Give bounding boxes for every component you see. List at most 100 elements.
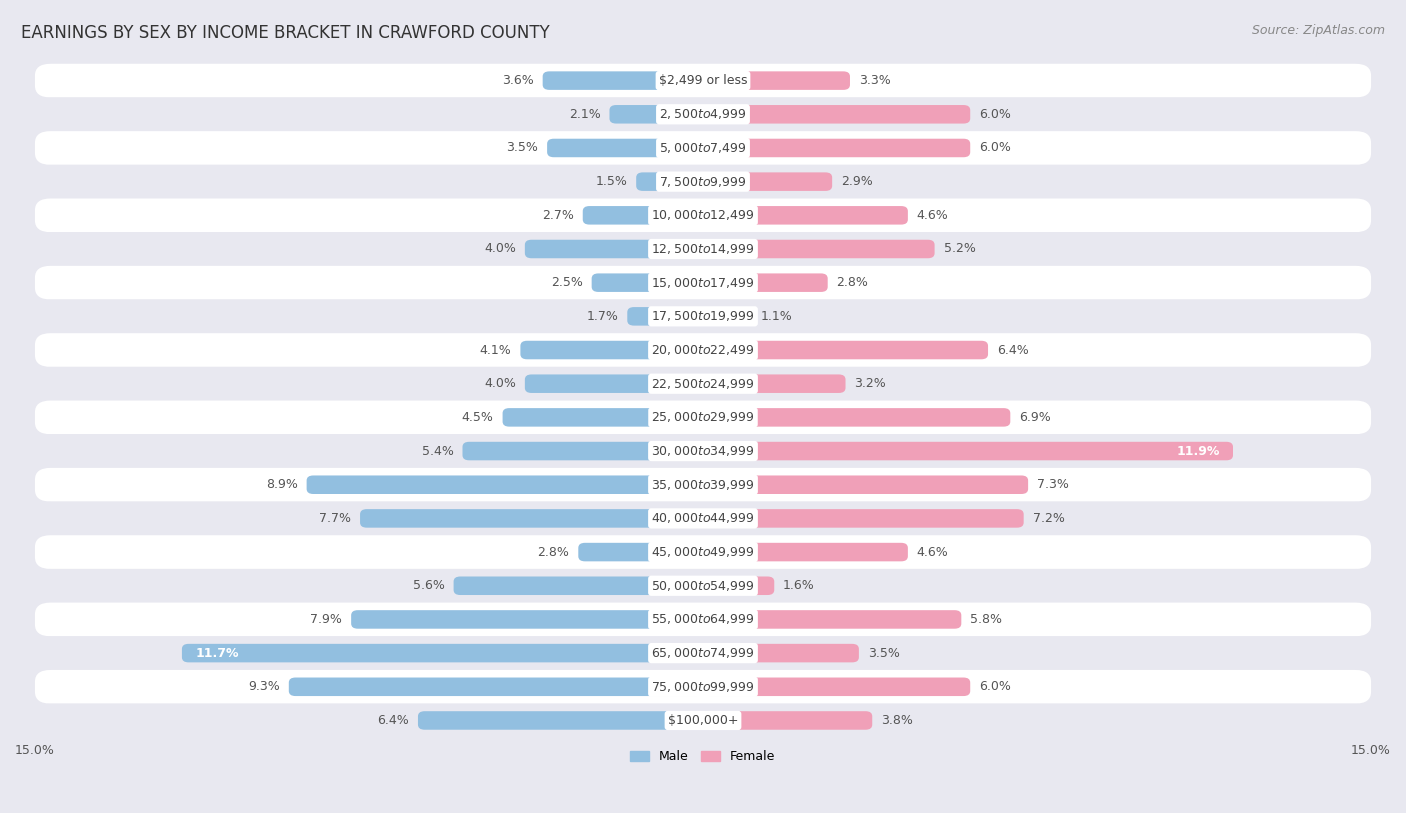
FancyBboxPatch shape [307, 476, 703, 494]
FancyBboxPatch shape [35, 198, 1371, 233]
Text: $17,500 to $19,999: $17,500 to $19,999 [651, 310, 755, 324]
Text: 4.0%: 4.0% [484, 377, 516, 390]
Text: 7.7%: 7.7% [319, 512, 352, 525]
Text: $30,000 to $34,999: $30,000 to $34,999 [651, 444, 755, 458]
FancyBboxPatch shape [703, 240, 935, 259]
FancyBboxPatch shape [703, 509, 1024, 528]
Text: $55,000 to $64,999: $55,000 to $64,999 [651, 612, 755, 627]
Text: 1.7%: 1.7% [586, 310, 619, 323]
Text: 3.5%: 3.5% [868, 646, 900, 659]
FancyBboxPatch shape [35, 165, 1371, 198]
Text: $7,500 to $9,999: $7,500 to $9,999 [659, 175, 747, 189]
Text: 3.6%: 3.6% [502, 74, 534, 87]
Legend: Male, Female: Male, Female [626, 745, 780, 768]
FancyBboxPatch shape [35, 569, 1371, 602]
Text: $25,000 to $29,999: $25,000 to $29,999 [651, 411, 755, 424]
Text: $12,500 to $14,999: $12,500 to $14,999 [651, 242, 755, 256]
FancyBboxPatch shape [524, 375, 703, 393]
FancyBboxPatch shape [454, 576, 703, 595]
FancyBboxPatch shape [35, 602, 1371, 637]
Text: 3.8%: 3.8% [882, 714, 912, 727]
FancyBboxPatch shape [703, 105, 970, 124]
Text: $10,000 to $12,499: $10,000 to $12,499 [651, 208, 755, 222]
FancyBboxPatch shape [35, 670, 1371, 703]
Text: 4.6%: 4.6% [917, 546, 949, 559]
FancyBboxPatch shape [547, 139, 703, 157]
Text: 9.3%: 9.3% [247, 680, 280, 693]
FancyBboxPatch shape [418, 711, 703, 730]
FancyBboxPatch shape [35, 233, 1371, 266]
Text: 6.9%: 6.9% [1019, 411, 1050, 424]
Text: $15,000 to $17,499: $15,000 to $17,499 [651, 276, 755, 289]
FancyBboxPatch shape [35, 502, 1371, 535]
Text: 7.3%: 7.3% [1038, 478, 1069, 491]
Text: 4.5%: 4.5% [461, 411, 494, 424]
FancyBboxPatch shape [703, 543, 908, 561]
FancyBboxPatch shape [703, 72, 851, 90]
FancyBboxPatch shape [35, 98, 1371, 131]
Text: 7.2%: 7.2% [1032, 512, 1064, 525]
Text: 6.0%: 6.0% [979, 680, 1011, 693]
FancyBboxPatch shape [352, 611, 703, 628]
Text: 4.6%: 4.6% [917, 209, 949, 222]
FancyBboxPatch shape [35, 63, 1371, 98]
FancyBboxPatch shape [703, 408, 1011, 427]
Text: $2,500 to $4,999: $2,500 to $4,999 [659, 107, 747, 121]
Text: $2,499 or less: $2,499 or less [659, 74, 747, 87]
Text: 2.5%: 2.5% [551, 276, 582, 289]
FancyBboxPatch shape [703, 441, 1233, 460]
FancyBboxPatch shape [592, 273, 703, 292]
FancyBboxPatch shape [703, 307, 752, 326]
Text: $40,000 to $44,999: $40,000 to $44,999 [651, 511, 755, 525]
Text: 6.4%: 6.4% [997, 344, 1029, 357]
FancyBboxPatch shape [35, 367, 1371, 401]
Text: 3.2%: 3.2% [855, 377, 886, 390]
FancyBboxPatch shape [703, 139, 970, 157]
FancyBboxPatch shape [703, 644, 859, 663]
FancyBboxPatch shape [582, 206, 703, 224]
FancyBboxPatch shape [703, 375, 845, 393]
Text: 2.8%: 2.8% [537, 546, 569, 559]
Text: 8.9%: 8.9% [266, 478, 298, 491]
Text: $50,000 to $54,999: $50,000 to $54,999 [651, 579, 755, 593]
FancyBboxPatch shape [35, 535, 1371, 569]
Text: 1.1%: 1.1% [761, 310, 793, 323]
Text: $75,000 to $99,999: $75,000 to $99,999 [651, 680, 755, 693]
Text: EARNINGS BY SEX BY INCOME BRACKET IN CRAWFORD COUNTY: EARNINGS BY SEX BY INCOME BRACKET IN CRA… [21, 24, 550, 42]
Text: 3.3%: 3.3% [859, 74, 890, 87]
FancyBboxPatch shape [703, 711, 872, 730]
Text: 6.0%: 6.0% [979, 141, 1011, 154]
Text: 2.9%: 2.9% [841, 175, 873, 188]
FancyBboxPatch shape [703, 476, 1028, 494]
Text: $5,000 to $7,499: $5,000 to $7,499 [659, 141, 747, 155]
Text: 2.8%: 2.8% [837, 276, 869, 289]
FancyBboxPatch shape [703, 273, 828, 292]
Text: 5.4%: 5.4% [422, 445, 454, 458]
Text: 4.1%: 4.1% [479, 344, 512, 357]
Text: 7.9%: 7.9% [311, 613, 342, 626]
Text: 4.0%: 4.0% [484, 242, 516, 255]
FancyBboxPatch shape [609, 105, 703, 124]
Text: 1.5%: 1.5% [595, 175, 627, 188]
FancyBboxPatch shape [578, 543, 703, 561]
Text: $35,000 to $39,999: $35,000 to $39,999 [651, 478, 755, 492]
FancyBboxPatch shape [636, 172, 703, 191]
Text: $100,000+: $100,000+ [668, 714, 738, 727]
FancyBboxPatch shape [35, 434, 1371, 468]
Text: 3.5%: 3.5% [506, 141, 538, 154]
Text: $65,000 to $74,999: $65,000 to $74,999 [651, 646, 755, 660]
FancyBboxPatch shape [703, 576, 775, 595]
FancyBboxPatch shape [35, 299, 1371, 333]
Text: 2.7%: 2.7% [541, 209, 574, 222]
FancyBboxPatch shape [35, 401, 1371, 434]
FancyBboxPatch shape [35, 266, 1371, 299]
FancyBboxPatch shape [35, 637, 1371, 670]
Text: $22,500 to $24,999: $22,500 to $24,999 [651, 376, 755, 391]
Text: 11.9%: 11.9% [1177, 445, 1219, 458]
FancyBboxPatch shape [520, 341, 703, 359]
FancyBboxPatch shape [35, 703, 1371, 737]
FancyBboxPatch shape [703, 172, 832, 191]
FancyBboxPatch shape [181, 644, 703, 663]
FancyBboxPatch shape [35, 468, 1371, 502]
Text: $45,000 to $49,999: $45,000 to $49,999 [651, 545, 755, 559]
